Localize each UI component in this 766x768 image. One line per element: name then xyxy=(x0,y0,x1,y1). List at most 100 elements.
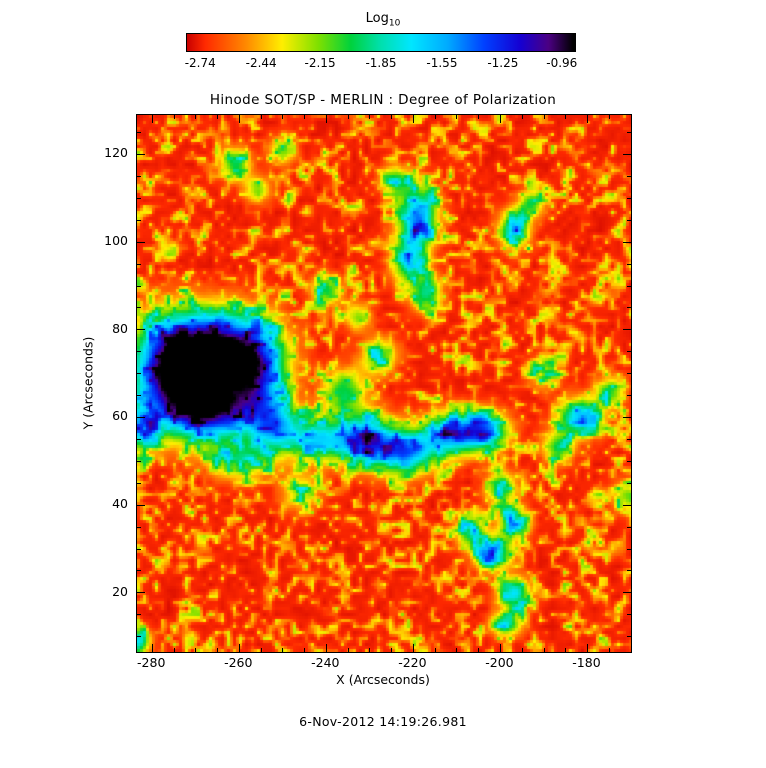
axis-tick xyxy=(137,154,145,155)
x-tick-label: -220 xyxy=(398,655,427,670)
axis-tick xyxy=(137,548,141,550)
axis-tick xyxy=(260,648,262,652)
axis-tick xyxy=(627,263,631,265)
axis-tick xyxy=(391,648,393,652)
x-tick-label: -280 xyxy=(137,655,166,670)
axis-tick xyxy=(587,115,588,123)
axis-tick xyxy=(565,115,567,119)
axis-tick xyxy=(238,644,240,652)
axis-tick xyxy=(499,115,501,123)
axis-tick xyxy=(347,648,349,652)
axis-tick xyxy=(623,417,631,418)
axis-tick xyxy=(627,482,631,484)
axis-tick xyxy=(238,115,240,123)
axis-tick xyxy=(195,648,197,652)
axis-tick xyxy=(456,648,458,652)
axis-tick xyxy=(627,570,631,572)
colorbar-title: Log10 xyxy=(0,11,766,29)
axis-tick xyxy=(137,373,141,375)
axis-tick xyxy=(137,132,141,133)
colorbar xyxy=(186,33,576,52)
axis-tick xyxy=(173,648,175,652)
axis-tick xyxy=(627,526,631,528)
colorbar-tick-label: -1.55 xyxy=(426,56,458,70)
y-tick-label: 100 xyxy=(104,233,128,249)
axis-tick xyxy=(521,115,523,119)
x-tick-label: -260 xyxy=(224,655,253,670)
axis-tick xyxy=(217,648,218,652)
axis-tick xyxy=(543,115,545,119)
colorbar-tick-label: -0.96 xyxy=(546,56,578,70)
x-tick-label: -200 xyxy=(485,655,514,670)
axis-tick xyxy=(627,132,631,133)
axis-tick xyxy=(137,197,141,199)
colorbar-tick-label: -1.25 xyxy=(487,56,519,70)
y-tick-label: 20 xyxy=(112,583,128,599)
axis-tick xyxy=(630,648,632,652)
axis-tick xyxy=(137,307,141,309)
axis-tick xyxy=(137,241,145,243)
axis-tick xyxy=(282,115,284,119)
axis-tick xyxy=(151,644,153,652)
x-tick-label: -180 xyxy=(572,655,601,670)
axis-tick xyxy=(304,115,306,119)
axis-tick xyxy=(627,219,631,221)
axis-tick xyxy=(630,115,632,119)
axis-tick xyxy=(369,648,371,652)
y-tick-label: 60 xyxy=(112,408,128,424)
axis-tick xyxy=(627,175,631,177)
axis-tick xyxy=(137,460,141,462)
colorbar-tick-labels: -2.74 -2.44 -2.15 -1.85 -1.55 -1.25 -0.96 xyxy=(185,56,578,71)
axis-tick xyxy=(627,307,631,309)
colorbar-tick-label: -2.44 xyxy=(245,56,277,70)
axis-tick xyxy=(217,115,218,119)
axis-tick xyxy=(623,329,631,331)
axis-tick xyxy=(137,175,141,177)
axis-tick xyxy=(434,648,436,652)
axis-tick xyxy=(137,636,141,638)
axis-tick xyxy=(623,154,631,155)
axis-tick xyxy=(627,636,631,638)
axis-tick xyxy=(137,592,145,594)
axis-tick xyxy=(137,526,141,528)
axis-tick xyxy=(627,285,631,287)
axis-tick xyxy=(137,351,141,353)
axis-tick xyxy=(587,644,588,652)
colorbar-tick-label: -1.85 xyxy=(365,56,397,70)
axis-tick xyxy=(137,482,141,484)
axis-tick xyxy=(412,644,414,652)
axis-tick xyxy=(623,504,631,506)
axis-tick xyxy=(627,395,631,397)
axis-tick xyxy=(325,115,327,123)
axis-tick xyxy=(456,115,458,119)
plot-area xyxy=(136,114,632,653)
axis-tick xyxy=(347,115,349,119)
axis-tick xyxy=(137,285,141,287)
axis-tick xyxy=(391,115,393,119)
y-tick-label: 120 xyxy=(104,145,128,161)
axis-tick xyxy=(304,648,306,652)
plot-title: Hinode SOT/SP - MERLIN : Degree of Polar… xyxy=(209,92,557,108)
axis-tick xyxy=(173,115,175,119)
axis-tick xyxy=(565,648,567,652)
y-tick-label: 80 xyxy=(112,320,128,336)
axis-tick xyxy=(137,614,141,616)
timestamp: 6-Nov-2012 14:19:26.981 xyxy=(299,714,467,729)
colorbar-title-text: Log xyxy=(365,11,389,26)
axis-tick xyxy=(195,115,197,119)
axis-tick xyxy=(137,395,141,397)
axis-tick xyxy=(499,644,501,652)
axis-tick xyxy=(137,329,145,331)
axis-tick xyxy=(627,373,631,375)
heatmap-canvas xyxy=(137,115,631,652)
axis-tick xyxy=(137,438,141,440)
axis-tick xyxy=(369,115,371,119)
x-tick-label: -240 xyxy=(311,655,340,670)
axis-tick xyxy=(478,115,480,119)
axis-tick xyxy=(478,648,480,652)
axis-tick xyxy=(543,648,545,652)
axis-tick xyxy=(623,241,631,243)
axis-tick xyxy=(434,115,436,119)
axis-tick xyxy=(627,614,631,616)
